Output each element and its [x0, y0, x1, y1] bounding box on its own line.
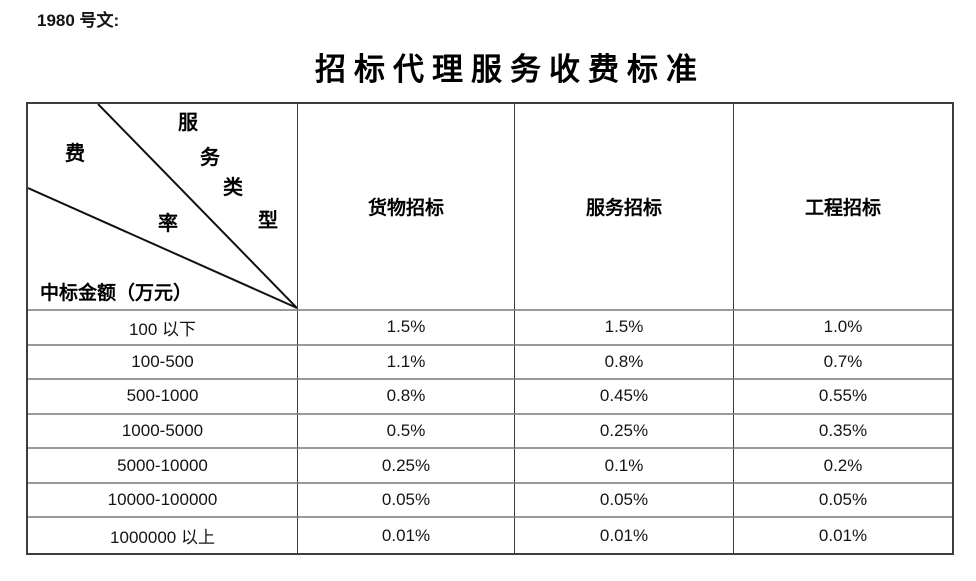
fee-value: 0.01% [298, 518, 515, 553]
service-type-char: 务 [200, 147, 220, 169]
fee-rate-char: 费 [65, 143, 85, 165]
diagonal-header-cell: 服 务 类 型 费 率 中标金额（万元） [28, 104, 298, 311]
row-label: 5000-10000 [28, 449, 298, 484]
fee-value: 0.5% [298, 414, 515, 450]
fee-value: 0.05% [298, 483, 515, 519]
page-title: 招标代理服务收费标准 [315, 52, 705, 87]
fee-value: 0.05% [515, 483, 734, 519]
fee-value: 0.55% [734, 380, 952, 415]
column-header-service: 服务招标 [515, 104, 734, 311]
fee-value: 0.45% [515, 380, 734, 415]
fee-standard-table: 服 务 类 型 费 率 中标金额（万元） 货物招标 服务招标 工程招标 100 … [26, 102, 954, 555]
fee-value: 0.25% [298, 449, 515, 484]
fee-rate-char: 率 [158, 213, 178, 235]
fee-value: 1.1% [298, 345, 515, 381]
row-label: 10000-100000 [28, 483, 298, 519]
fee-value: 0.8% [515, 345, 734, 381]
diagonal-line-lower [28, 187, 297, 309]
fee-value: 0.05% [734, 484, 952, 519]
fee-value: 0.01% [515, 518, 734, 553]
fee-value: 0.2% [734, 449, 952, 484]
column-header-goods: 货物招标 [298, 104, 515, 311]
row-axis-label: 中标金额（万元） [40, 283, 193, 304]
fee-value: 0.1% [515, 449, 734, 484]
row-label: 1000-5000 [28, 414, 298, 450]
service-type-char: 类 [223, 177, 243, 199]
fee-value: 0.35% [734, 415, 952, 450]
document-number-label: 1980 号文: [37, 11, 120, 30]
diagonal-lines [28, 104, 297, 309]
fee-value: 1.5% [298, 311, 515, 346]
column-header-engineering: 工程招标 [734, 104, 952, 311]
service-type-char: 型 [258, 210, 278, 232]
service-type-char: 服 [178, 112, 198, 134]
fee-value: 0.25% [515, 414, 734, 450]
fee-value: 1.5% [515, 311, 734, 346]
row-label: 500-1000 [28, 380, 298, 415]
fee-value: 0.7% [734, 346, 952, 381]
fee-value: 0.01% [818, 525, 868, 545]
diagonal-line-upper [97, 104, 297, 309]
row-label: 100 以下 [28, 311, 298, 346]
row-label: 1000000 以上 [28, 518, 298, 553]
fee-value: 1.0% [734, 311, 952, 346]
row-label: 100-500 [28, 345, 298, 381]
fee-value: 0.8% [298, 380, 515, 415]
